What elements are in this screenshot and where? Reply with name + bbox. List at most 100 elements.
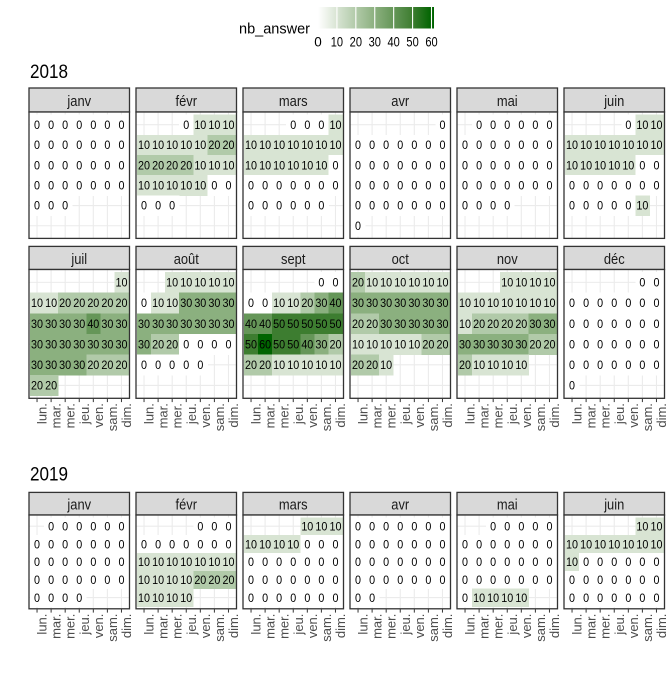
svg-text:10: 10 (166, 555, 178, 569)
svg-text:juin: juin (603, 497, 624, 514)
svg-text:30: 30 (501, 337, 513, 351)
svg-text:mar.: mar. (263, 614, 278, 639)
svg-text:30: 30 (459, 337, 471, 351)
svg-text:10: 10 (329, 519, 341, 533)
svg-text:oct: oct (392, 251, 410, 268)
svg-text:0: 0 (183, 537, 189, 551)
svg-text:0: 0 (439, 555, 445, 569)
svg-text:0: 0 (639, 317, 645, 331)
svg-text:0: 0 (611, 555, 617, 569)
svg-text:0: 0 (476, 179, 482, 193)
svg-text:0: 0 (425, 138, 431, 152)
svg-text:0: 0 (290, 591, 296, 605)
svg-text:0: 0 (197, 537, 203, 551)
svg-text:0: 0 (155, 537, 161, 551)
svg-text:mar.: mar. (263, 403, 278, 428)
svg-text:20: 20 (101, 296, 113, 310)
svg-text:10: 10 (301, 138, 313, 152)
svg-text:0: 0 (225, 519, 231, 533)
svg-text:dim.: dim. (333, 403, 348, 428)
svg-text:10: 10 (45, 296, 57, 310)
svg-text:0: 0 (639, 179, 645, 193)
svg-text:10: 10 (315, 358, 327, 372)
svg-text:0: 0 (48, 199, 54, 213)
svg-text:0: 0 (34, 555, 40, 569)
svg-text:10: 10 (273, 138, 285, 152)
svg-text:0: 0 (546, 138, 552, 152)
svg-text:0: 0 (332, 591, 338, 605)
svg-text:0: 0 (76, 158, 82, 172)
svg-text:0: 0 (625, 591, 631, 605)
svg-text:10: 10 (515, 591, 527, 605)
svg-text:0: 0 (462, 158, 468, 172)
svg-text:0: 0 (490, 199, 496, 213)
svg-text:10: 10 (650, 138, 662, 152)
svg-text:30: 30 (138, 337, 150, 351)
svg-text:10: 10 (622, 158, 634, 172)
svg-text:0: 0 (76, 555, 82, 569)
svg-text:ven.: ven. (198, 403, 213, 428)
svg-text:10: 10 (622, 138, 634, 152)
svg-text:sam.: sam. (640, 403, 655, 431)
svg-text:10: 10 (138, 591, 150, 605)
svg-text:30: 30 (101, 337, 113, 351)
svg-text:50: 50 (406, 35, 418, 50)
svg-text:sam.: sam. (212, 403, 227, 431)
svg-text:0: 0 (397, 138, 403, 152)
svg-text:30: 30 (369, 35, 381, 50)
svg-text:10: 10 (208, 158, 220, 172)
svg-text:10: 10 (566, 158, 578, 172)
svg-text:10: 10 (180, 573, 192, 587)
svg-text:0: 0 (546, 537, 552, 551)
svg-text:ven.: ven. (412, 403, 427, 428)
svg-text:0: 0 (653, 296, 659, 310)
svg-text:0: 0 (62, 591, 68, 605)
svg-text:0: 0 (262, 591, 268, 605)
svg-text:10: 10 (580, 158, 592, 172)
svg-text:0: 0 (34, 591, 40, 605)
svg-text:mai: mai (497, 497, 518, 514)
svg-text:0: 0 (611, 358, 617, 372)
svg-text:0: 0 (411, 573, 417, 587)
svg-text:0: 0 (48, 118, 54, 132)
svg-text:0: 0 (532, 158, 538, 172)
svg-text:sept: sept (281, 251, 306, 268)
svg-text:0: 0 (369, 537, 375, 551)
svg-text:0: 0 (653, 358, 659, 372)
svg-text:30: 30 (366, 296, 378, 310)
svg-text:10: 10 (180, 555, 192, 569)
svg-text:déc: déc (604, 251, 625, 268)
svg-text:ven.: ven. (91, 403, 106, 428)
svg-text:10: 10 (152, 555, 164, 569)
svg-text:sam.: sam. (426, 403, 441, 431)
svg-text:0: 0 (425, 519, 431, 533)
svg-text:0: 0 (369, 138, 375, 152)
svg-text:30: 30 (543, 317, 555, 331)
svg-text:lun.: lun. (570, 403, 585, 424)
svg-text:0: 0 (118, 573, 124, 587)
svg-text:30: 30 (166, 317, 178, 331)
svg-text:0: 0 (248, 179, 254, 193)
svg-text:10: 10 (636, 519, 648, 533)
svg-text:30: 30 (115, 317, 127, 331)
svg-text:10: 10 (501, 276, 513, 290)
svg-text:0: 0 (304, 573, 310, 587)
svg-text:20: 20 (208, 138, 220, 152)
svg-text:0: 0 (90, 519, 96, 533)
svg-text:sam.: sam. (640, 614, 655, 642)
svg-text:0: 0 (569, 358, 575, 372)
svg-text:0: 0 (141, 537, 147, 551)
svg-text:0: 0 (518, 573, 524, 587)
svg-text:30: 30 (394, 296, 406, 310)
svg-text:10: 10 (194, 138, 206, 152)
svg-text:dim.: dim. (440, 403, 455, 428)
svg-text:20: 20 (152, 337, 164, 351)
svg-text:0: 0 (476, 555, 482, 569)
svg-text:20: 20 (529, 337, 541, 351)
svg-text:10: 10 (515, 358, 527, 372)
svg-text:0: 0 (76, 179, 82, 193)
svg-text:0: 0 (532, 555, 538, 569)
svg-text:0: 0 (476, 573, 482, 587)
svg-text:0: 0 (476, 158, 482, 172)
svg-text:50: 50 (273, 317, 285, 331)
